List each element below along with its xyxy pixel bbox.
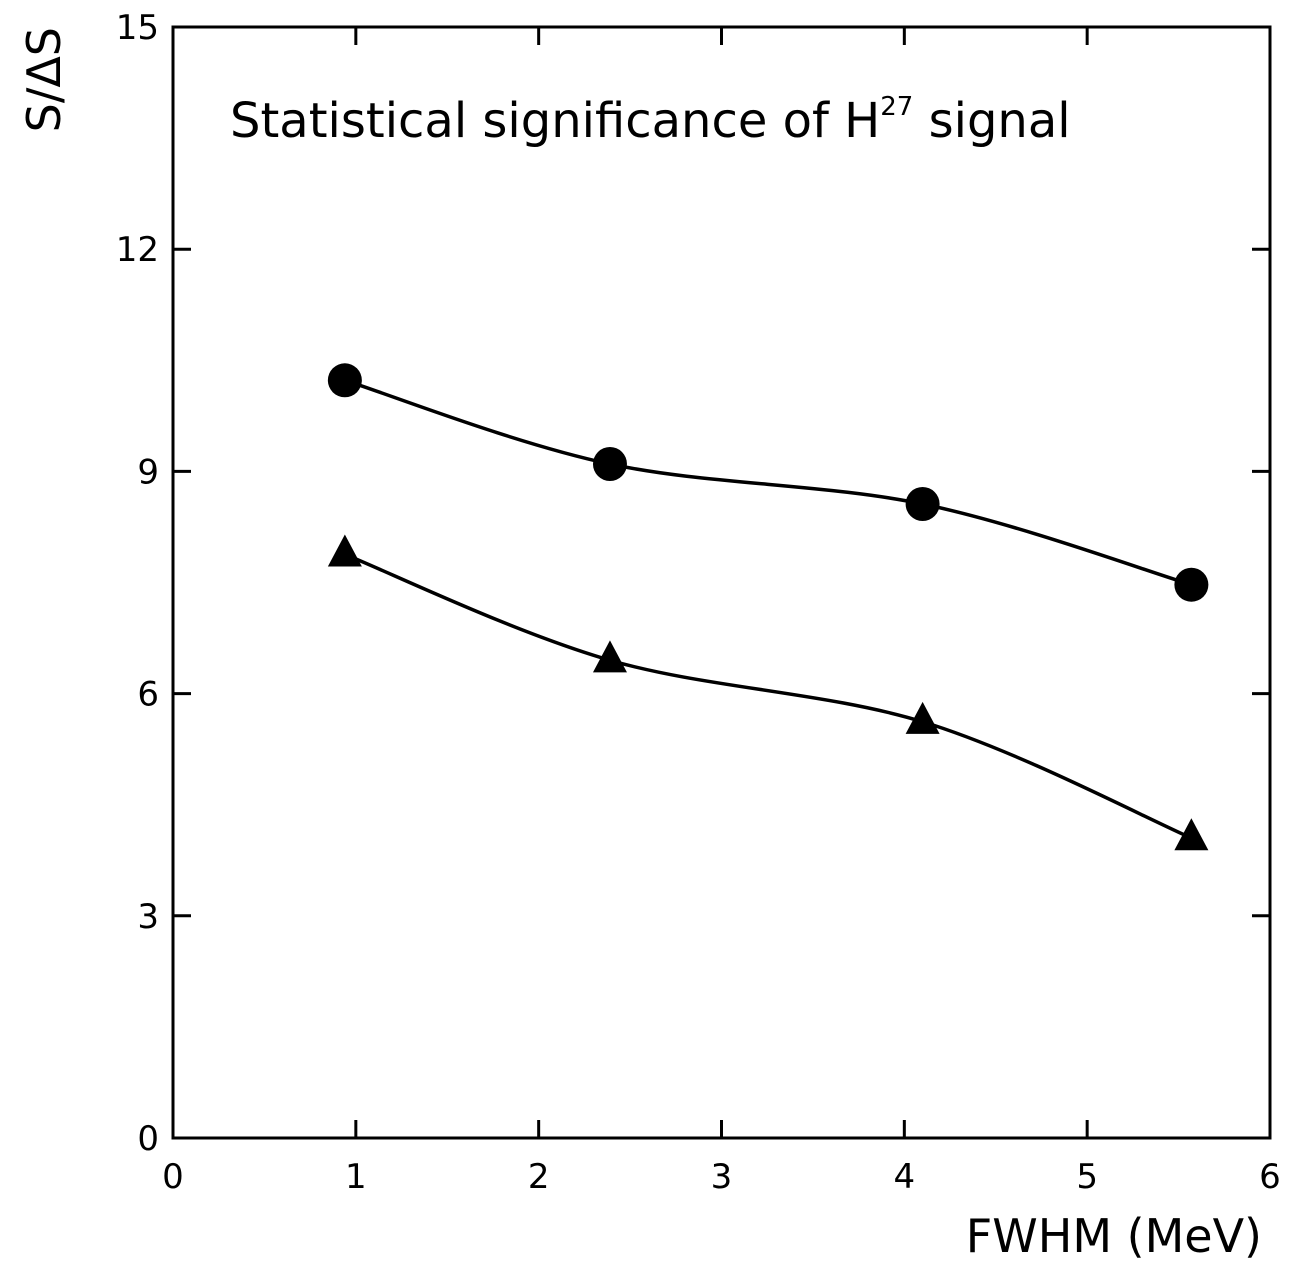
x-tick-label: 0 — [162, 1157, 184, 1197]
y-tick-label: 12 — [116, 230, 159, 270]
plot-frame — [171, 25, 1272, 1140]
annotation-suffix: signal — [913, 93, 1070, 149]
curves — [344, 378, 1193, 840]
series-1-point — [592, 640, 627, 673]
y-tick-label: 3 — [137, 897, 159, 937]
x-tick-label: 4 — [894, 1157, 916, 1197]
markers — [327, 363, 1209, 851]
series-0-point — [1174, 567, 1209, 602]
y-axis-title: S/ΔS — [17, 27, 71, 132]
x-tick-label: 1 — [345, 1157, 367, 1197]
y-tick-label: 6 — [137, 675, 159, 715]
series-0-point — [905, 486, 940, 521]
series-1-point — [1174, 818, 1209, 851]
y-tick-label: 15 — [116, 8, 159, 48]
x-tick-label: 2 — [528, 1157, 550, 1197]
series-0-point — [592, 446, 627, 481]
x-tick-label: 6 — [1259, 1157, 1281, 1197]
series-1-point — [327, 534, 362, 567]
series-1-point — [905, 701, 940, 734]
x-axis-title: FWHM (MeV) — [966, 1209, 1262, 1263]
annotation-superscript: 27 — [880, 92, 913, 122]
series-0-curve — [344, 378, 1192, 587]
series-0-point — [327, 363, 362, 398]
series-1-curve — [344, 552, 1193, 840]
y-tick-label: 9 — [137, 452, 159, 492]
y-tick-label: 0 — [137, 1119, 159, 1159]
chart-annotation: Statistical significance of H27 signal — [230, 92, 1071, 149]
annotation-text: Statistical significance of H — [230, 93, 880, 149]
x-tick-label: 3 — [711, 1157, 733, 1197]
x-tick-label: 5 — [1076, 1157, 1098, 1197]
